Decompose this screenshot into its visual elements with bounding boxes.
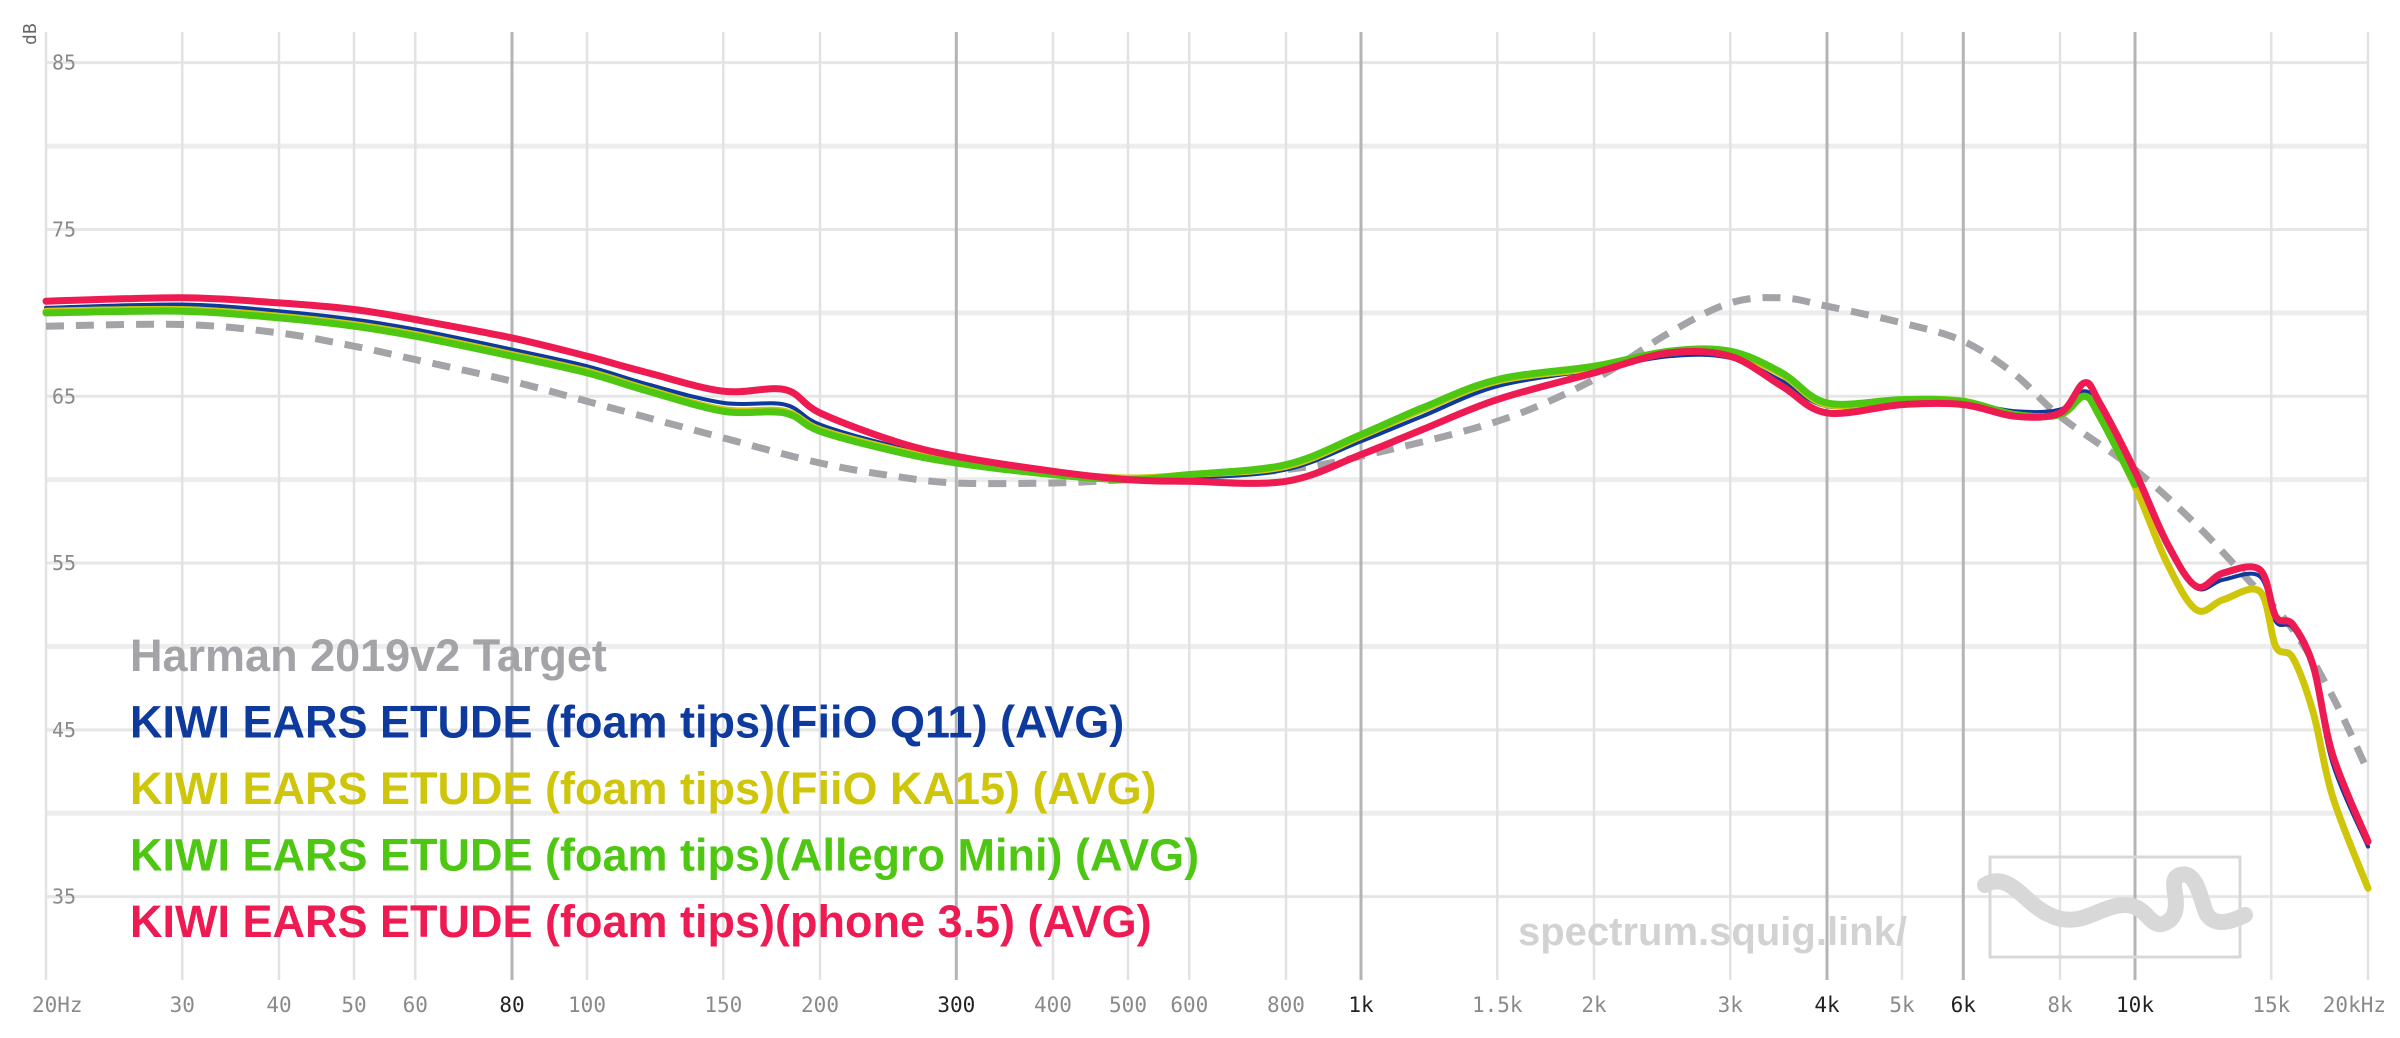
x-tick-label: 10k bbox=[2116, 993, 2154, 1017]
y-tick-label: 35 bbox=[52, 885, 76, 909]
watermark-text: spectrum.squig.link/ bbox=[1518, 910, 1907, 954]
x-tick-label: 20Hz bbox=[32, 993, 83, 1017]
x-tick-label: 80 bbox=[499, 993, 524, 1017]
x-tick-label: 500 bbox=[1109, 993, 1147, 1017]
x-tick-label: 30 bbox=[170, 993, 195, 1017]
y-axis-tick-labels: 85 75 65 55 45 35 bbox=[52, 51, 76, 909]
legend-entry: KIWI EARS ETUDE (foam tips)(FiiO KA15) (… bbox=[130, 763, 1157, 814]
series-line-0 bbox=[45, 294, 2372, 773]
x-tick-label: 50 bbox=[341, 993, 366, 1017]
y-tick-label: 65 bbox=[52, 384, 76, 408]
watermark: spectrum.squig.link/ bbox=[1518, 855, 2253, 959]
x-tick-label: 2k bbox=[1581, 993, 1607, 1017]
legend-entry: KIWI EARS ETUDE (foam tips)(phone 3.5) (… bbox=[130, 896, 1152, 947]
legend-entry: KIWI EARS ETUDE (foam tips)(Allegro Mini… bbox=[130, 830, 1199, 881]
y-tick-label: 85 bbox=[52, 51, 76, 75]
series-line-3 bbox=[42, 307, 2139, 489]
x-axis-tick-labels: 20Hz 30 40 50 60 80 100 150 200 300 400 500 600 800 1k… bbox=[32, 993, 2386, 1017]
x-tick-label: 100 bbox=[568, 993, 606, 1017]
x-tick-label: 40 bbox=[266, 993, 291, 1017]
squig-wave-logo-icon bbox=[1977, 855, 2253, 959]
series-line-4 bbox=[42, 294, 2372, 846]
y-tick-label: 75 bbox=[52, 217, 76, 241]
x-tick-label: 400 bbox=[1034, 993, 1072, 1017]
series-group bbox=[42, 294, 2372, 892]
y-axis-label: dB bbox=[20, 23, 41, 45]
x-tick-label: 800 bbox=[1267, 993, 1305, 1017]
x-tick-label: 60 bbox=[403, 993, 428, 1017]
x-tick-label: 600 bbox=[1170, 993, 1208, 1017]
legend: Harman 2019v2 Target KIWI EARS ETUDE (foa… bbox=[130, 630, 1199, 947]
x-tick-label: 3k bbox=[1718, 993, 1744, 1017]
x-tick-label: 200 bbox=[801, 993, 839, 1017]
legend-entry: KIWI EARS ETUDE (foam tips)(FiiO Q11) (A… bbox=[130, 697, 1124, 748]
legend-entry: Harman 2019v2 Target bbox=[130, 630, 607, 681]
y-tick-label: 55 bbox=[52, 551, 76, 575]
x-tick-label: 1.5k bbox=[1472, 993, 1523, 1017]
x-tick-label: 1k bbox=[1348, 993, 1374, 1017]
x-tick-label: 15k bbox=[2252, 993, 2290, 1017]
minor-grid bbox=[44, 32, 2370, 980]
x-tick-label: 150 bbox=[704, 993, 742, 1017]
x-tick-label: 5k bbox=[1889, 993, 1915, 1017]
x-tick-label: 6k bbox=[1951, 993, 1977, 1017]
x-tick-label: 300 bbox=[937, 993, 975, 1017]
x-tick-label: 20kHz bbox=[2323, 993, 2386, 1017]
y-tick-label: 45 bbox=[52, 718, 76, 742]
x-tick-label: 4k bbox=[1814, 993, 1840, 1017]
x-tick-label: 8k bbox=[2047, 993, 2073, 1017]
major-grid bbox=[510, 32, 2137, 980]
